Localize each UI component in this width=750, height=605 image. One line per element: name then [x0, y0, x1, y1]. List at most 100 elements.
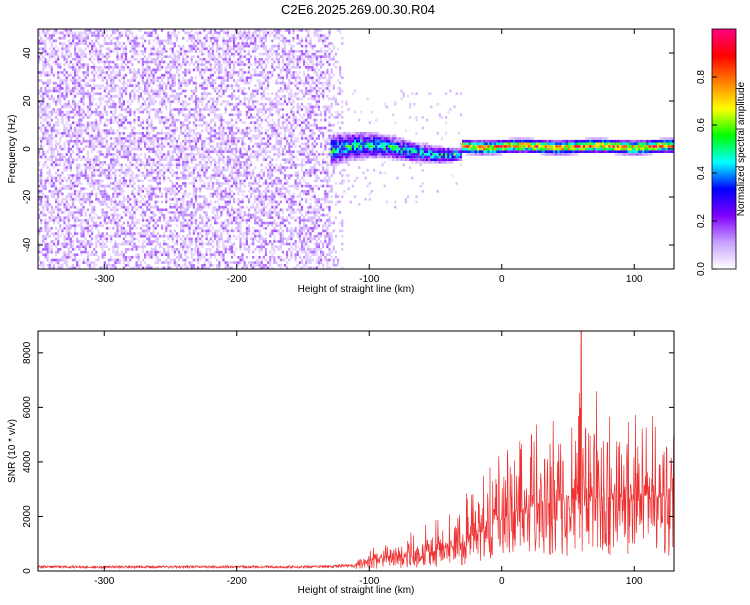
spectrogram-cell — [211, 134, 214, 138]
spectrogram-cell — [230, 76, 234, 80]
spectrogram-cell — [76, 124, 79, 127]
spectrogram-cell — [129, 71, 132, 74]
spectrogram-cell — [44, 203, 47, 206]
spectrogram-cell — [76, 129, 79, 132]
spectrogram-cell — [163, 137, 166, 140]
spectrogram-cell — [167, 219, 170, 222]
spectrogram-cell — [173, 118, 176, 122]
spectrogram-cell — [201, 163, 204, 167]
spectrogram-cell — [209, 203, 212, 206]
spectrogram-cell — [38, 150, 41, 153]
spectrogram-cell — [103, 216, 106, 219]
spectrogram-cell — [197, 232, 200, 235]
spectrogram-cell — [86, 71, 89, 74]
spectrogram-cell — [190, 182, 193, 185]
spectrogram-cell — [237, 47, 240, 51]
spectrogram-cell — [76, 179, 79, 183]
spectrogram-cell — [150, 52, 153, 56]
spectrogram-cell — [99, 150, 102, 153]
spectrogram-cell — [76, 84, 79, 87]
spectrogram-cell — [50, 190, 53, 193]
spectrogram-cell — [169, 73, 172, 77]
spectrogram-cell — [175, 108, 178, 111]
spectrogram-cell — [65, 95, 68, 98]
spectrogram-cell — [154, 110, 157, 114]
spectrogram-cell — [146, 250, 149, 254]
spectrogram-cell — [214, 174, 217, 177]
spectrogram-cell — [161, 60, 164, 64]
spectrogram-cell — [150, 79, 153, 82]
spectrogram-cell — [122, 81, 125, 85]
spectrogram-cell — [194, 126, 198, 130]
spectrogram-cell — [71, 121, 75, 124]
spectrogram-cell — [156, 237, 159, 241]
spectrogram-cell — [55, 158, 58, 161]
spectrogram-cell — [93, 221, 96, 225]
spectrogram-cell — [220, 153, 223, 156]
spectrogram-cell — [71, 248, 75, 251]
spectrogram-cell — [209, 145, 212, 148]
spectrogram-cell — [167, 36, 170, 40]
spectrogram-cell — [156, 182, 159, 185]
spectrogram-cell — [46, 139, 49, 143]
spectrogram-cell — [80, 174, 83, 177]
spectrogram-cell — [192, 47, 195, 51]
spectrogram-cell — [150, 150, 153, 153]
spectrogram-cell — [46, 179, 49, 183]
spectrogram-cell — [197, 234, 200, 238]
spectrogram-cell — [154, 100, 157, 103]
spectrogram-cell — [88, 182, 92, 185]
spectrogram-cell — [190, 150, 193, 153]
spectrogram-cell — [74, 81, 77, 85]
spectrogram-cell — [103, 60, 106, 64]
spectrogram-cell — [245, 176, 248, 180]
spectrogram-cell — [95, 134, 98, 138]
spectrogram-cell — [158, 118, 161, 122]
spectrogram-cell — [122, 190, 125, 193]
spectrogram-cell — [108, 63, 111, 66]
spectrogram-cell — [131, 76, 134, 80]
spectrogram-cell — [214, 31, 217, 35]
spectrogram-cell — [97, 139, 100, 143]
spectrogram-cell — [116, 227, 119, 230]
spectrogram-cell — [74, 50, 77, 53]
spectrogram-cell — [86, 155, 89, 159]
spectrogram-cell — [74, 42, 77, 45]
spectrogram-cell — [201, 168, 204, 172]
spectrogram-cell — [192, 153, 195, 156]
spectrogram-cell — [122, 253, 125, 256]
spectrogram-cell — [161, 110, 164, 114]
spectrogram-cell — [245, 36, 248, 40]
spectrogram-cell — [148, 219, 151, 222]
spectrogram-cell — [48, 134, 51, 138]
spectrogram-cell — [112, 142, 115, 146]
spectrogram-cell — [158, 116, 161, 119]
spectrogram-cell — [84, 211, 87, 214]
spectrogram-cell — [177, 134, 181, 138]
spectrogram-cell — [207, 219, 210, 222]
spectrogram-cell — [65, 179, 68, 183]
spectrogram-cell — [163, 124, 166, 127]
spectrogram-cell — [80, 121, 83, 124]
spectrogram-cell — [57, 264, 60, 267]
spectrogram-cell — [67, 203, 70, 206]
spectrogram-cell — [230, 250, 234, 254]
spectrogram-cell — [207, 150, 210, 153]
spectrogram-cell — [186, 84, 189, 87]
spectrogram-cell — [209, 52, 212, 56]
spectrogram-cell — [76, 44, 79, 48]
spectrogram-cell — [139, 76, 142, 80]
spectrogram-cell — [216, 250, 219, 254]
spectrogram-cell — [116, 50, 119, 53]
spectrogram-cell — [239, 79, 242, 82]
spectrogram-cell — [156, 242, 159, 246]
spectrogram-cell — [135, 166, 138, 169]
spectrogram-cell — [65, 224, 68, 227]
spectrogram-cell — [220, 142, 223, 146]
spectrogram-cell — [180, 229, 183, 233]
spectrogram-cell — [88, 50, 92, 53]
spectrogram-cell — [205, 224, 208, 227]
spectrogram-cell — [230, 242, 234, 246]
spectrogram-cell — [150, 58, 153, 61]
spectrogram-cell — [239, 60, 242, 64]
